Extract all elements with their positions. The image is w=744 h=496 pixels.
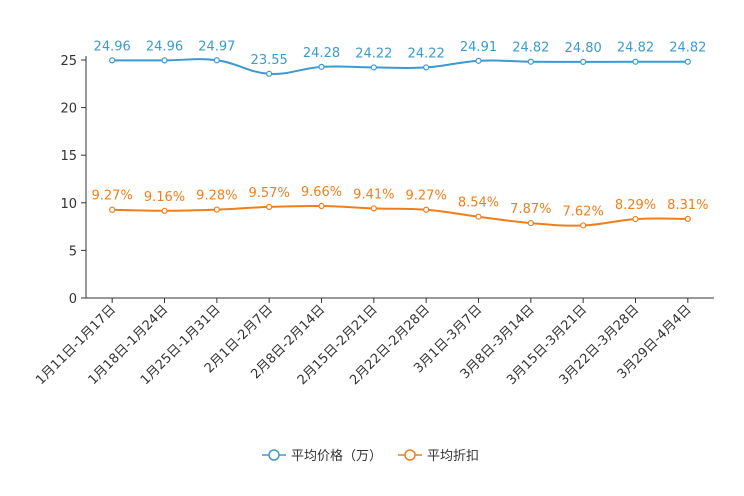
series-price-point[interactable] <box>527 58 534 65</box>
series-price-point[interactable] <box>370 64 377 71</box>
series-price-data-label: 24.96 <box>146 39 183 54</box>
series-price-data-label: 24.82 <box>512 41 549 56</box>
series-discount-point[interactable] <box>266 203 273 210</box>
series-price-point[interactable] <box>632 58 639 65</box>
series-discount-point[interactable] <box>580 222 587 229</box>
y-tick-label: 10 <box>60 197 77 212</box>
series-discount-point[interactable] <box>213 206 220 213</box>
series-discount-data-label: 9.27% <box>406 189 447 204</box>
series-discount-data-label: 9.66% <box>301 185 342 200</box>
series-discount-data-label: 9.57% <box>249 186 290 201</box>
y-tick-label: 5 <box>69 244 77 259</box>
series-price-data-label: 24.80 <box>565 41 602 56</box>
series-discount: 9.27% 9.16% 9.28% 9.57% 9.66% 9.41% 9.27% 8.54%… <box>92 185 708 229</box>
series-discount-data-label: 9.28% <box>196 189 237 204</box>
series-price-point[interactable] <box>318 63 325 70</box>
series-discount-point[interactable] <box>684 215 691 222</box>
series-discount-data-label: 8.29% <box>615 198 656 213</box>
series-discount-point[interactable] <box>475 213 482 220</box>
series-discount-data-label: 8.31% <box>667 198 708 213</box>
series-price-point[interactable] <box>580 58 587 66</box>
legend-discount-label: 平均折扣 <box>427 449 479 464</box>
y-tick-label: 25 <box>60 54 77 69</box>
x-axis: 1月11日-1月17日1月18日-1月24日1月25日-1月31日2月1日-2月… <box>33 297 714 388</box>
series-price-point[interactable] <box>266 70 273 77</box>
series-price-data-label: 24.91 <box>460 40 497 55</box>
series-discount-point[interactable] <box>109 206 116 213</box>
legend-item-discount[interactable]: 平均折扣 <box>398 449 479 464</box>
series-discount-point[interactable] <box>632 215 639 223</box>
series-discount-data-label: 7.87% <box>510 202 551 217</box>
series-price-point[interactable] <box>684 58 691 65</box>
series-discount-point[interactable] <box>423 206 430 213</box>
series-price-point[interactable] <box>475 57 482 64</box>
y-tick-label: 15 <box>60 149 77 164</box>
series-discount-data-label: 9.27% <box>92 189 133 204</box>
series-layer: 24.96 24.96 24.97 23.55 24.28 24.22 24.22 24.91… <box>92 39 708 229</box>
series-price-point[interactable] <box>161 57 168 64</box>
series-discount-data-label: 7.62% <box>563 204 604 219</box>
series-price-line <box>112 58 688 75</box>
y-tick-label: 0 <box>69 292 77 307</box>
series-price-data-label: 24.28 <box>303 46 340 61</box>
series-discount-point[interactable] <box>161 207 168 214</box>
series-price-data-label: 24.96 <box>94 39 131 54</box>
y-axis: 0 5 10 15 20 25 <box>60 54 87 307</box>
legend-discount-marker <box>404 449 416 461</box>
series-price-data-label: 23.55 <box>251 53 288 68</box>
series-price-data-label: 24.22 <box>408 46 445 61</box>
series-price-point[interactable] <box>109 57 116 64</box>
series-discount-data-label: 9.41% <box>353 187 394 202</box>
series-price-data-label: 24.82 <box>617 41 654 56</box>
series-price-data-label: 24.82 <box>669 41 706 56</box>
series-discount-point[interactable] <box>370 205 377 212</box>
legend-price-label: 平均价格（万） <box>291 448 382 464</box>
series-discount-data-label: 8.54% <box>458 196 499 211</box>
series-price-point[interactable] <box>213 57 220 64</box>
series-price: 24.96 24.96 24.97 23.55 24.28 24.22 24.22 24.91… <box>94 39 706 77</box>
series-discount-data-label: 9.16% <box>144 190 185 205</box>
series-price-point[interactable] <box>423 64 430 71</box>
legend-price-marker <box>268 449 280 461</box>
series-discount-point[interactable] <box>527 219 534 227</box>
y-tick-label: 20 <box>60 102 77 117</box>
series-discount-line <box>112 204 688 227</box>
legend-item-price[interactable]: 平均价格（万） <box>262 448 382 464</box>
series-price-data-label: 24.97 <box>198 39 235 54</box>
series-price-data-label: 24.22 <box>355 46 392 61</box>
legend: 平均价格（万） 平均折扣 <box>262 448 479 464</box>
series-discount-point[interactable] <box>318 202 325 210</box>
